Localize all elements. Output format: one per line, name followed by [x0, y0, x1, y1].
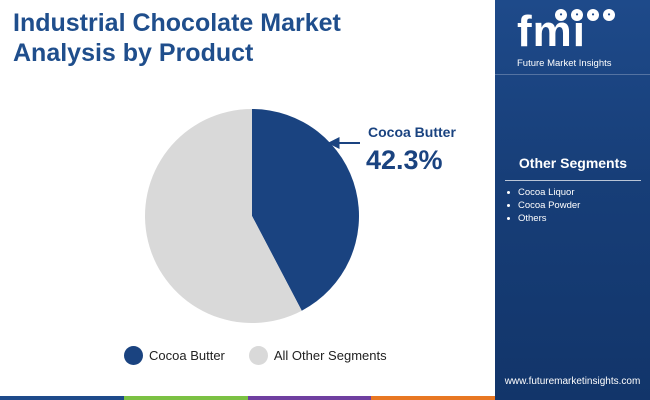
legend-swatch-other-segments	[248, 346, 268, 365]
legend-label-cocoa-butter: Cocoa Butter	[149, 348, 225, 363]
segment-label: Cocoa Liquor	[518, 187, 575, 198]
pie-chart: Cocoa Butter 42.3%	[145, 108, 456, 323]
chart-title: Industrial Chocolate Market Analysis by …	[13, 8, 483, 68]
segment-item: Cocoa Powder	[507, 199, 580, 212]
other-segments-title: Other Segments	[518, 155, 628, 171]
chart-legend: Cocoa Butter All Other Segments	[124, 346, 411, 365]
callout-value: 42.3%	[366, 145, 443, 175]
logo-dot-icon: •	[603, 9, 615, 21]
bullet-icon	[507, 203, 510, 207]
segments-divider	[505, 180, 641, 181]
pie-slice-all-other-segments	[145, 108, 302, 323]
segment-item: Cocoa Liquor	[507, 186, 580, 199]
side-panel: fmi • • • • Future Market Insights Other…	[495, 0, 650, 400]
logo-dot-icon: •	[587, 9, 599, 21]
logo-dot-icon: •	[571, 9, 583, 21]
logo-company-name: Future Market Insights	[517, 58, 612, 69]
legend-label-other-segments: All Other Segments	[273, 348, 387, 363]
website-link[interactable]: www.futuremarketinsights.com	[504, 376, 641, 387]
segment-label: Cocoa Powder	[518, 200, 581, 211]
callout-label: Cocoa Butter	[368, 124, 456, 140]
title-line-2: Analysis by Product	[13, 39, 254, 67]
legend-item-other-segments: All Other Segments	[248, 346, 387, 365]
legend-swatch-cocoa-butter	[124, 346, 143, 365]
title-line-1: Industrial Chocolate Market	[13, 9, 341, 37]
company-logo: fmi • • • • Future Market Insights	[495, 0, 650, 75]
bottom-bar-segment	[0, 396, 124, 400]
pie-slices	[145, 108, 359, 323]
logo-icons: • • • •	[555, 9, 615, 21]
pie-slice-cocoa-butter	[252, 109, 359, 311]
segment-label: Others	[518, 213, 547, 224]
bottom-bar-segment	[371, 396, 495, 400]
bottom-bar-segment	[247, 396, 372, 400]
legend-item-cocoa-butter: Cocoa Butter	[124, 346, 225, 365]
bullet-icon	[507, 216, 510, 220]
other-segments-list: Cocoa Liquor Cocoa Powder Others	[507, 186, 580, 225]
chart-area: Cocoa Butter 42.3% Cocoa Butter All Othe…	[0, 75, 495, 400]
bottom-bar-segment	[123, 396, 248, 400]
segment-item: Others	[507, 212, 580, 225]
bullet-icon	[507, 190, 510, 194]
bottom-color-bar	[0, 396, 495, 400]
logo-dot-icon: •	[555, 9, 567, 21]
